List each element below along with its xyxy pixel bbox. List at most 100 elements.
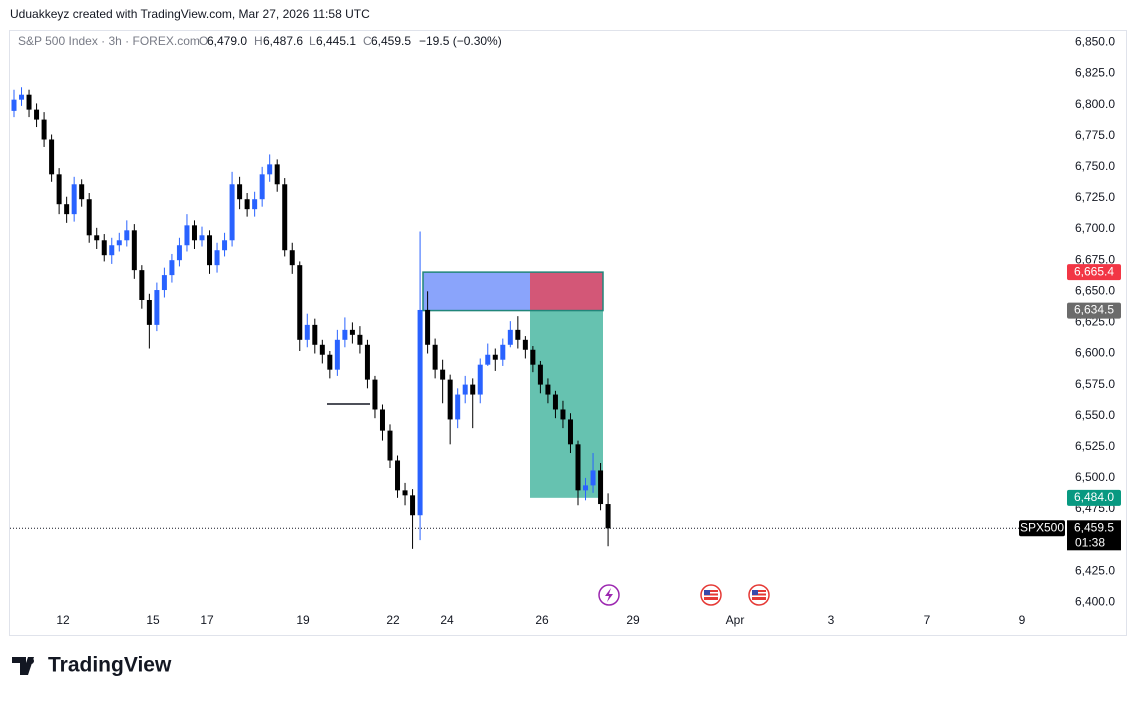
x-tick-label: 26 <box>535 613 549 627</box>
candle-body <box>327 354 333 370</box>
candle-body <box>259 174 265 200</box>
candle-body <box>154 290 160 325</box>
candle-body <box>395 460 401 491</box>
candle-body <box>26 94 32 110</box>
candle-body <box>199 235 205 241</box>
candle-body <box>176 245 182 261</box>
x-tick-label: 17 <box>200 613 214 627</box>
candle-body <box>515 329 521 340</box>
candle-body <box>11 99 17 111</box>
target-label: 6,484.0 <box>1074 490 1114 504</box>
y-tick-label: 6,400.0 <box>1075 595 1115 609</box>
candle-body <box>379 409 385 431</box>
brand: TradingView <box>48 654 172 677</box>
y-tick-label: 6,600.0 <box>1075 346 1115 360</box>
event-icon-bolt <box>605 588 613 602</box>
candle-body <box>214 250 220 266</box>
candle-body <box>560 409 566 420</box>
candle-body <box>552 394 558 410</box>
candle-body <box>304 324 310 340</box>
candle-body <box>49 139 55 175</box>
candle-body <box>522 339 528 350</box>
y-tick-label: 6,825.0 <box>1075 66 1115 80</box>
candle-body <box>492 354 498 360</box>
x-tick-label: 29 <box>626 613 640 627</box>
ticker-box <box>1019 520 1065 537</box>
ohlc-legend: S&P 500 Index · 3h · FOREX.com O6,479.0 H 6… <box>18 34 502 48</box>
y-tick-label: 6,675.0 <box>1075 252 1115 266</box>
candle-body <box>207 235 213 266</box>
candle-body <box>139 270 145 300</box>
position-risk-left <box>423 272 530 311</box>
candle-body <box>282 184 288 251</box>
candle-body <box>410 495 416 516</box>
y-tick-label: 6,425.0 <box>1075 563 1115 577</box>
candle-body <box>116 240 122 246</box>
candle-body <box>530 349 536 365</box>
y-tick-label: 6,750.0 <box>1075 159 1115 173</box>
legend-item: 6,445.1 <box>316 34 356 48</box>
candle-body <box>387 430 393 461</box>
candle-body <box>124 230 130 241</box>
ticker-label: SPX500 <box>1020 520 1064 534</box>
candle-body <box>447 379 453 420</box>
x-tick-label: 3 <box>828 613 835 627</box>
candle-body <box>485 354 491 365</box>
candle-body <box>229 184 235 241</box>
position-outline <box>422 271 604 312</box>
candle-body <box>567 419 573 445</box>
candle-body <box>372 379 378 410</box>
us-flag-icon[interactable] <box>748 584 770 606</box>
y-tick-label: 6,850.0 <box>1075 35 1115 49</box>
candle-body <box>598 470 604 505</box>
candle-body <box>477 364 483 395</box>
candle-body <box>605 504 611 529</box>
candle-body <box>237 184 243 200</box>
target-label-box <box>1067 489 1121 506</box>
candle-body <box>342 329 348 340</box>
position-risk <box>530 272 603 311</box>
candle-body <box>184 225 190 246</box>
legend-item: H <box>254 34 263 48</box>
candle-body <box>575 444 581 491</box>
y-tick-label: 6,725.0 <box>1075 190 1115 204</box>
candle-body <box>334 339 340 370</box>
candle-body <box>71 184 77 215</box>
candle-body <box>19 94 25 100</box>
legend-item: 6,479.0 <box>207 34 247 48</box>
legend-item: C <box>363 34 372 48</box>
y-tick-label: 6,500.0 <box>1075 470 1115 484</box>
price-label: 6,459.5 <box>1074 520 1114 534</box>
candle-body <box>312 324 318 345</box>
candle-body <box>34 109 40 120</box>
candle-body <box>507 329 513 345</box>
legend-item: S&P 500 Index · 3h · FOREX.com <box>18 34 200 48</box>
candle-body <box>500 344 506 360</box>
y-tick-label: 6,525.0 <box>1075 439 1115 453</box>
candle-body <box>222 240 228 251</box>
x-tick-label: 12 <box>56 613 70 627</box>
candle-body <box>455 394 461 420</box>
candle-body <box>244 199 250 210</box>
candle-body <box>349 329 355 335</box>
candle-body <box>417 309 423 516</box>
credit: Uduakkeyz created with TradingView.com, … <box>10 7 370 21</box>
candle-body <box>289 250 295 266</box>
candle-body <box>537 364 543 385</box>
x-tick-label: 7 <box>924 613 931 627</box>
y-tick-label: 6,700.0 <box>1075 221 1115 235</box>
legend-item: −19.5 (−0.30%) <box>419 34 502 48</box>
y-tick-label: 6,775.0 <box>1075 128 1115 142</box>
entry-label: 6,634.5 <box>1074 303 1114 317</box>
candle-body <box>583 485 589 491</box>
us-flag-icon[interactable] <box>700 584 722 606</box>
candle-body <box>470 384 476 395</box>
candle-body <box>590 470 596 486</box>
x-tick-label: 22 <box>386 613 400 627</box>
candle-body <box>440 369 446 380</box>
candle-body <box>86 199 92 236</box>
position-reward <box>530 310 603 498</box>
y-tick-label: 6,800.0 <box>1075 97 1115 111</box>
candle-body <box>252 199 258 210</box>
candle-body <box>364 344 370 380</box>
